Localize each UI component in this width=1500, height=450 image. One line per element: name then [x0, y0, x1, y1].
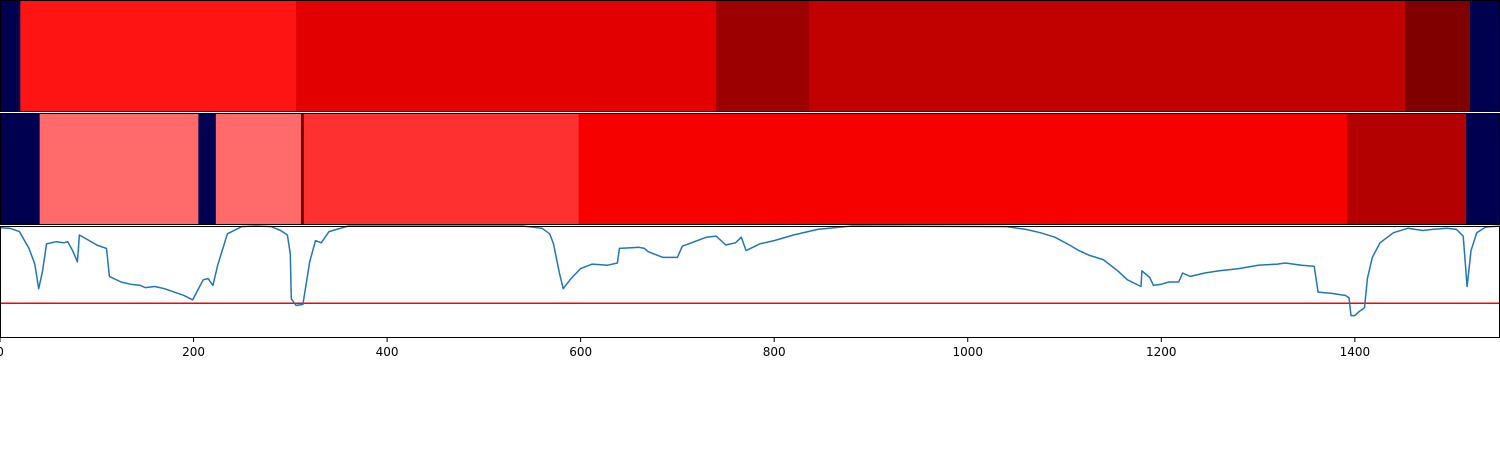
middle-band-segment-4 — [300, 113, 305, 225]
x-tick-label: 0 — [0, 345, 4, 359]
top-band-segment-3 — [716, 0, 810, 112]
top-band-segment-0 — [0, 0, 21, 112]
top-band-segment-4 — [809, 0, 1406, 112]
signal-background — [0, 226, 1500, 338]
x-tick-label: 1200 — [1146, 345, 1177, 359]
top-band-segment-5 — [1405, 0, 1471, 112]
signal-line-panel — [0, 225, 1500, 338]
x-tick-label: 1000 — [952, 345, 983, 359]
middle-band-segment-2 — [198, 113, 217, 225]
middle-band-segment-8 — [1466, 113, 1500, 225]
x-axis: 0 200 400 600 800 1000 1200 1400 — [0, 338, 1370, 359]
x-tick-label: 400 — [376, 345, 399, 359]
middle-band-segment-0 — [0, 113, 41, 225]
middle-band-segment-6 — [578, 113, 1348, 225]
middle-band-segment-5 — [303, 113, 580, 225]
top-heatmap-band — [0, 0, 1500, 112]
x-tick-label: 200 — [182, 345, 205, 359]
top-band-segment-1 — [20, 0, 297, 112]
middle-band-segment-1 — [39, 113, 199, 225]
x-tick-label: 600 — [569, 345, 592, 359]
signal-series-0 — [0, 225, 1500, 317]
middle-heatmap-band — [0, 113, 1500, 225]
top-band-segment-2 — [296, 0, 717, 112]
middle-band-segment-3 — [215, 113, 302, 225]
top-band-segment-6 — [1470, 0, 1500, 112]
middle-band-segment-7 — [1347, 113, 1467, 225]
x-tick-label: 800 — [763, 345, 786, 359]
x-tick-label: 1400 — [1340, 345, 1371, 359]
